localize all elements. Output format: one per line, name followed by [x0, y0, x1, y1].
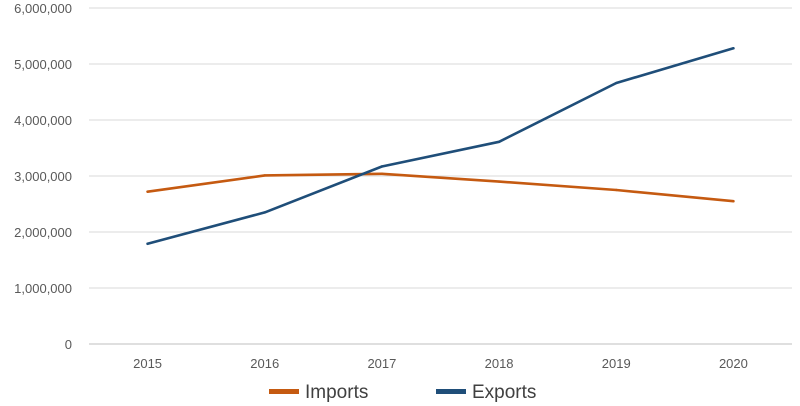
x-tick-label: 2018 — [485, 356, 514, 371]
data-point-exports — [380, 165, 384, 168]
data-point-imports — [732, 200, 735, 203]
data-point-exports — [732, 47, 735, 50]
y-tick-label: 6,000,000 — [14, 1, 72, 16]
x-tick-label: 2017 — [367, 356, 396, 371]
series-line-imports — [146, 172, 735, 203]
y-tick-label: 2,000,000 — [14, 225, 72, 240]
data-point-imports — [146, 190, 149, 193]
legend-swatch-exports — [436, 389, 466, 394]
data-point-exports — [146, 242, 149, 245]
data-point-exports — [497, 140, 501, 144]
data-point-imports — [615, 188, 618, 192]
data-point-exports — [615, 81, 618, 85]
data-point-imports — [380, 172, 384, 175]
x-tick-label: 2016 — [250, 356, 279, 371]
x-tick-label: 2019 — [602, 356, 631, 371]
legend: Imports Exports — [269, 382, 536, 403]
series-lines — [146, 46, 735, 246]
x-tick-label: 2015 — [133, 356, 162, 371]
y-tick-label: 4,000,000 — [14, 113, 72, 128]
data-point-exports — [263, 211, 266, 214]
y-tick-label: 5,000,000 — [14, 57, 72, 72]
gridlines — [89, 7, 792, 345]
x-tick-label: 2020 — [719, 356, 748, 371]
y-tick-label: 0 — [65, 337, 72, 352]
y-tick-label: 3,000,000 — [14, 169, 72, 184]
legend-label-exports: Exports — [472, 382, 536, 403]
y-tick-label: 1,000,000 — [14, 281, 72, 296]
y-axis-tick-labels: 0 1,000,000 2,000,000 3,000,000 4,000,000 5,0… — [14, 1, 72, 352]
series-line-exports — [146, 46, 735, 246]
data-point-imports — [497, 180, 501, 183]
data-point-imports — [263, 174, 266, 177]
x-axis-tick-labels: 2015 2016 2017 2018 2019 2020 — [133, 356, 748, 371]
legend-swatch-imports — [269, 389, 299, 394]
legend-label-imports: Imports — [305, 382, 368, 403]
